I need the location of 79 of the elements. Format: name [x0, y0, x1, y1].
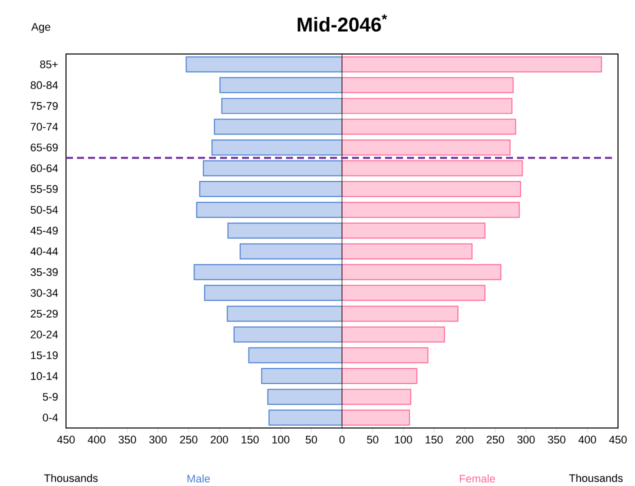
bar — [342, 326, 445, 342]
x-tick-label: 350 — [118, 436, 136, 444]
bar — [199, 181, 343, 198]
x-tick-label: 150 — [242, 436, 259, 444]
chart-title: Mid-2046$^{*}$ — [298, 14, 388, 32]
bar — [194, 264, 343, 280]
bar — [342, 202, 520, 218]
y-tick-label: 50-54 — [30, 206, 58, 214]
bar — [234, 326, 343, 342]
bar — [342, 56, 602, 72]
bar — [186, 56, 343, 72]
x-tick-label: 450 — [609, 436, 627, 444]
x-tick-label: 400 — [578, 436, 596, 444]
bar — [211, 139, 343, 156]
x-tick-label: 300 — [149, 436, 167, 444]
y-tick-label: 25-29 — [30, 310, 58, 318]
x-tick-label: 350 — [548, 436, 566, 444]
x-tick-label: 100 — [395, 436, 412, 444]
y-tick-label: 20-24 — [30, 330, 58, 338]
bar — [240, 243, 343, 260]
bar — [342, 98, 512, 114]
y-tick-label: 30-34 — [30, 289, 58, 297]
y-axis-title: Age — [31, 23, 50, 33]
y-tick-label: 10-14 — [31, 372, 58, 380]
bar — [214, 118, 343, 135]
x-tick-label: 450 — [57, 436, 75, 444]
x-tick-label: 0 — [339, 436, 345, 444]
y-tick-label: 45-49 — [30, 226, 58, 234]
x-tick-label: 200 — [456, 436, 474, 444]
bar — [268, 410, 343, 426]
bar — [204, 284, 343, 301]
x-tick-label: 100 — [272, 436, 290, 444]
bar — [196, 202, 343, 218]
bar — [342, 368, 418, 384]
y-tick-label: 0-4 — [42, 414, 58, 422]
bar — [342, 388, 412, 405]
y-tick-label: 65-69 — [30, 144, 58, 152]
x-tick-label: 50 — [367, 436, 378, 444]
bar — [342, 306, 458, 322]
text: Female — [460, 474, 496, 483]
bar — [342, 139, 511, 156]
bar — [342, 118, 516, 135]
text: Thousands — [569, 474, 623, 482]
y-tick-label: 70-74 — [30, 122, 58, 131]
y-tick-label: 80-84 — [30, 81, 58, 90]
y-tick-label: 75-79 — [30, 102, 58, 110]
x-tick-label: 300 — [517, 436, 535, 444]
x-tick-label: 250 — [180, 436, 198, 444]
y-tick-label: 5-9 — [42, 392, 58, 401]
bar — [202, 160, 343, 176]
bar — [342, 222, 486, 239]
bar — [342, 410, 410, 426]
bar — [342, 243, 473, 260]
x-tick-label: 400 — [88, 436, 106, 444]
text: Male — [188, 474, 210, 483]
bar — [219, 77, 343, 94]
bar — [226, 306, 343, 322]
bar — [221, 98, 343, 114]
bar — [267, 388, 343, 405]
y-tick-label: 35-39 — [30, 268, 58, 276]
y-tick-label: 40-44 — [30, 248, 58, 256]
bar — [342, 181, 521, 198]
x-tick-label: 150 — [426, 436, 443, 444]
bar — [342, 264, 502, 280]
bar — [342, 160, 523, 176]
y-tick-label: 55-59 — [30, 185, 58, 193]
y-tick-label: 15-19 — [31, 351, 58, 360]
y-tick-label: 60-64 — [30, 164, 58, 172]
x-tick-label: 250 — [486, 436, 504, 444]
bar — [261, 368, 343, 384]
bar — [248, 347, 343, 364]
bar — [342, 347, 428, 364]
x-tick-label: 50 — [306, 436, 317, 444]
bar — [342, 77, 514, 94]
bar — [227, 222, 343, 239]
y-tick-label: 85+ — [40, 60, 58, 68]
x-tick-label: 200 — [210, 436, 228, 444]
x-axis-title: Thousands — [44, 474, 98, 482]
bar — [342, 284, 486, 301]
